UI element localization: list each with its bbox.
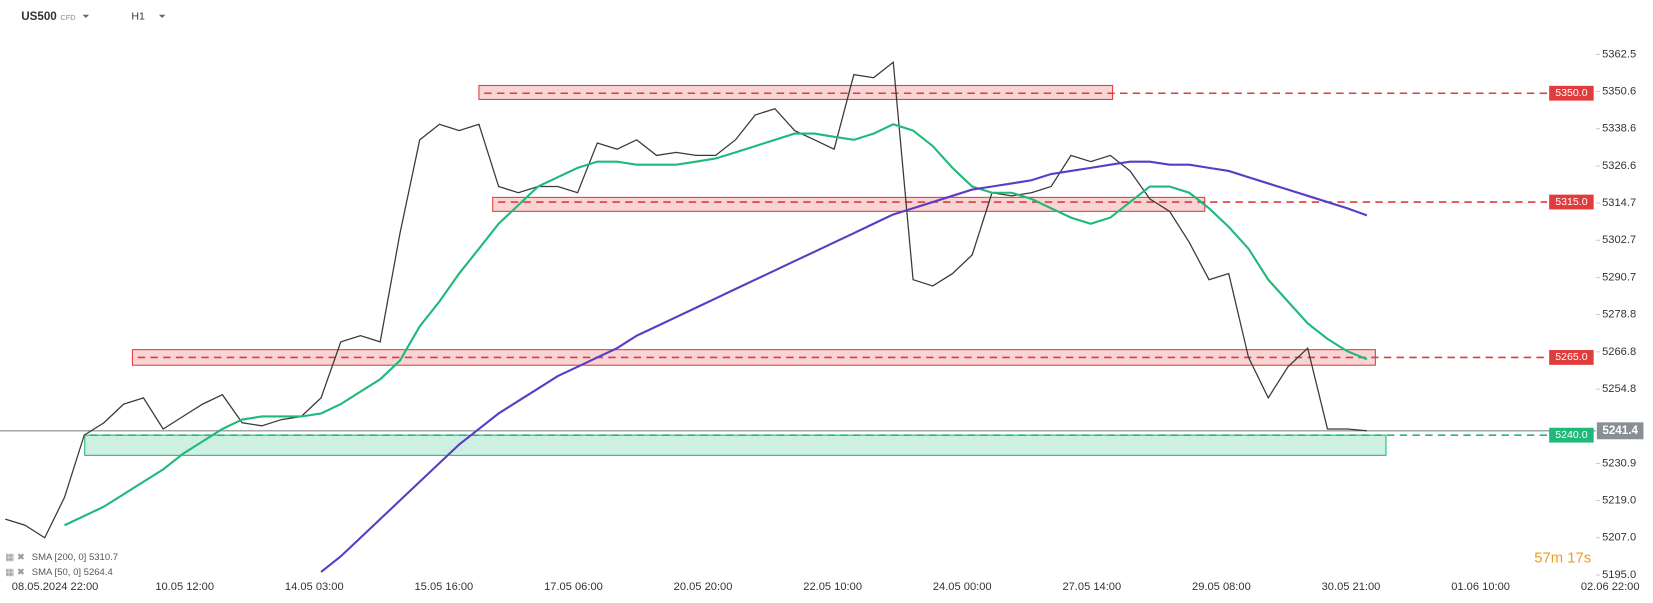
timeframe[interactable]: H1	[131, 11, 145, 23]
last-price-label: 5241.4	[1602, 424, 1638, 437]
level-label-bg	[1549, 427, 1594, 443]
x-tick-label: 17.05 06:00	[544, 581, 603, 593]
level-label-bg	[1549, 194, 1594, 210]
x-tick-label: 10.05 12:00	[155, 581, 214, 593]
dropdown-arrow[interactable]	[82, 14, 90, 18]
series-line	[5, 60, 1367, 539]
level-label: 5265.0	[1555, 351, 1587, 363]
y-tick-label: 5290.7	[1602, 272, 1636, 284]
y-tick-label: 5314.7	[1602, 197, 1636, 209]
legend-entry: SMA [50, 0] 5264.4	[32, 567, 114, 578]
y-tick-label: 5302.7	[1602, 234, 1636, 246]
legend-icon: ▦ ✖	[5, 552, 25, 563]
level-label: 5350.0	[1555, 87, 1587, 99]
x-tick-label: 15.05 16:00	[414, 581, 473, 593]
x-tick-label: 14.05 03:00	[285, 581, 344, 593]
x-tick-label: 01.06 10:00	[1451, 581, 1510, 593]
zone	[84, 434, 1387, 456]
instrument: CFD	[60, 13, 75, 22]
y-tick-label: 5338.6	[1602, 123, 1636, 135]
y-tick-label: 5195.0	[1602, 569, 1636, 581]
y-tick-label: 5278.8	[1602, 308, 1636, 320]
legend-entry: SMA [200, 0] 5310.7	[32, 552, 118, 563]
last-price-bg	[1596, 422, 1644, 440]
y-tick-label: 5350.6	[1602, 85, 1636, 97]
level-label-bg	[1549, 350, 1594, 365]
y-tick-label: 5326.6	[1602, 160, 1636, 172]
x-tick-label: 30.05 21:00	[1322, 581, 1381, 593]
dropdown-arrow[interactable]	[158, 14, 166, 18]
y-tick-label: 5207.0	[1602, 532, 1636, 544]
x-tick-label: 08.05.2024 22:00	[12, 581, 99, 593]
y-tick-label: 5254.8	[1602, 383, 1636, 395]
level-label-bg	[1549, 85, 1594, 101]
x-tick-label: 24.05 00:00	[933, 581, 992, 593]
zone	[492, 196, 1206, 212]
x-tick-label: 29.05 08:00	[1192, 581, 1251, 593]
x-tick-label: 02.06 22:00	[1581, 581, 1640, 593]
y-tick-label: 5266.8	[1602, 346, 1636, 358]
y-tick-label: 5230.9	[1602, 457, 1636, 469]
x-tick-label: 27.05 14:00	[1062, 581, 1121, 593]
timer: 57m 17s	[1534, 550, 1591, 566]
level-label: 5315.0	[1555, 196, 1587, 208]
series-line	[320, 160, 1368, 573]
symbol[interactable]: US500	[21, 10, 57, 23]
legend-icon: ▦ ✖	[5, 567, 25, 578]
y-tick-label: 5219.0	[1602, 494, 1636, 506]
series-line	[64, 123, 1368, 527]
level-label: 5240.0	[1555, 429, 1587, 441]
x-tick-label: 20.05 20:00	[674, 581, 733, 593]
y-tick-label: 5362.5	[1602, 48, 1636, 60]
x-tick-label: 22.05 10:00	[803, 581, 862, 593]
